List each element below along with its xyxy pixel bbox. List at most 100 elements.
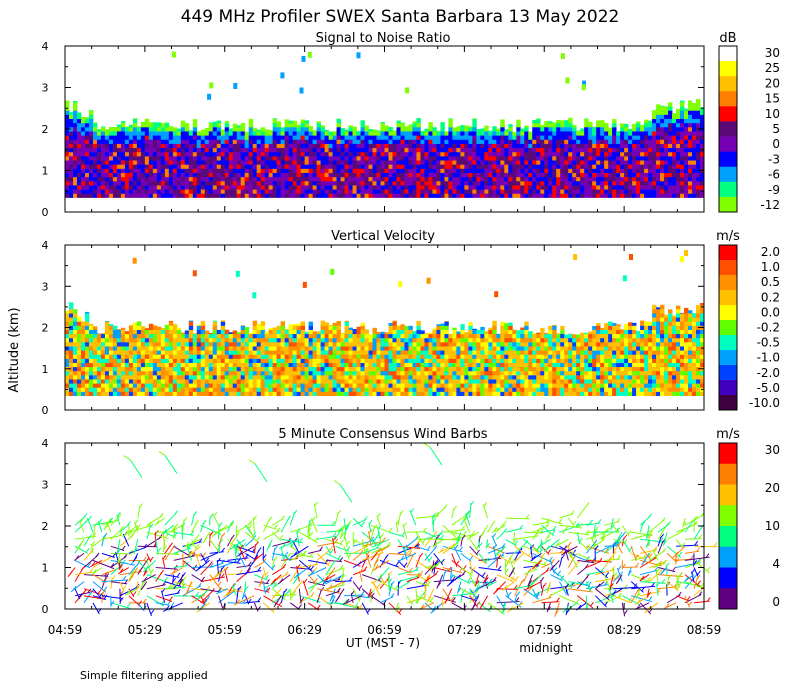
heatmap-cell [72, 383, 78, 388]
heatmap-cell [256, 168, 262, 173]
heatmap-cell [216, 151, 222, 157]
heatmap-cell [276, 354, 282, 359]
heatmap-cell [496, 147, 501, 153]
heatmap-cell [660, 122, 665, 128]
heatmap-cell [592, 147, 597, 153]
heatmap-cell [456, 180, 461, 186]
heatmap-cell [76, 131, 82, 136]
heatmap-cell [88, 155, 94, 161]
heatmap-cell [116, 333, 122, 339]
heatmap-cell [280, 383, 286, 388]
heatmap-cell [188, 131, 194, 136]
heatmap-cell [216, 172, 222, 178]
heatmap-cell [624, 168, 629, 173]
heatmap-cell [400, 358, 405, 363]
heatmap-cell [140, 387, 146, 392]
heatmap-cell [224, 155, 230, 161]
heatmap-cell [440, 323, 445, 326]
heatmap-cell [336, 126, 341, 132]
heatmap-cell [620, 189, 625, 194]
heatmap-cell [424, 135, 429, 140]
heatmap-cell [80, 358, 86, 363]
heatmap-cell [468, 354, 473, 359]
heatmap-cell [384, 391, 389, 396]
heatmap-cell [236, 391, 242, 396]
heatmap-cell [272, 139, 278, 144]
sparse-echo [307, 51, 312, 58]
heatmap-cell [65, 172, 70, 178]
heatmap-cell [600, 126, 605, 132]
heatmap-cell [248, 341, 254, 347]
heatmap-cell [292, 172, 298, 178]
heatmap-cell [328, 391, 333, 396]
heatmap-cell [212, 164, 218, 169]
heatmap-cell [164, 143, 170, 149]
heatmap-cell [128, 193, 134, 198]
heatmap-cell [628, 176, 633, 182]
heatmap-cell [684, 189, 689, 194]
heatmap-cell [404, 366, 409, 372]
heatmap-cell [244, 168, 250, 173]
heatmap-cell [440, 164, 445, 169]
heatmap-cell [456, 147, 461, 153]
heatmap-cell [172, 324, 178, 326]
heatmap-cell [580, 160, 585, 165]
heatmap-cell [280, 391, 286, 396]
heatmap-cell [204, 160, 210, 165]
heatmap-cell [136, 180, 142, 186]
heatmap-cell [84, 147, 90, 153]
heatmap-cell [648, 155, 653, 161]
heatmap-cell [460, 155, 465, 161]
heatmap-cell [96, 185, 102, 190]
heatmap-cell [348, 333, 353, 339]
heatmap-cell [636, 189, 641, 194]
heatmap-cell [668, 126, 673, 132]
heatmap-cell [644, 168, 649, 173]
heatmap-cell [404, 374, 409, 380]
heatmap-cell [652, 118, 657, 124]
heatmap-cell [408, 168, 413, 173]
heatmap-cell [228, 180, 234, 186]
heatmap-cell [184, 193, 190, 198]
heatmap-cell [208, 189, 214, 194]
heatmap-cell [152, 139, 158, 144]
heatmap-cell [216, 337, 222, 343]
heatmap-cell [168, 135, 174, 140]
heatmap-cell [304, 139, 310, 144]
heatmap-cell [368, 193, 373, 198]
heatmap-cell [152, 147, 158, 153]
heatmap-cell [468, 126, 473, 128]
y-tick-label: 0 [42, 206, 49, 219]
heatmap-cell [696, 172, 701, 178]
heatmap-cell [100, 160, 106, 165]
heatmap-cell [316, 366, 321, 372]
heatmap-cell [100, 164, 106, 169]
heatmap-cell [212, 350, 218, 355]
heatmap-cell [612, 164, 617, 169]
heatmap-cell [552, 168, 557, 173]
heatmap-cell [308, 126, 314, 132]
heatmap-cell [444, 358, 449, 363]
heatmap-cell [604, 189, 609, 194]
heatmap-cell [492, 320, 497, 322]
heatmap-cell [520, 128, 525, 132]
heatmap-cell [224, 333, 230, 339]
heatmap-cell [76, 325, 82, 330]
heatmap-cell [372, 391, 377, 396]
heatmap-cell [156, 189, 162, 194]
heatmap-cell [192, 341, 198, 347]
heatmap-cell [496, 164, 501, 169]
heatmap-cell [116, 143, 122, 149]
heatmap-cell [472, 350, 477, 355]
heatmap-cell [336, 143, 341, 149]
heatmap-cell [124, 354, 130, 359]
heatmap-cell [304, 350, 310, 355]
heatmap-cell [76, 193, 82, 198]
heatmap-cell [448, 139, 453, 144]
heatmap-cell [260, 362, 266, 368]
heatmap-cell [648, 147, 653, 153]
heatmap-cell [492, 337, 497, 343]
heatmap-cell [84, 387, 90, 392]
heatmap-cell [280, 321, 286, 326]
heatmap-cell [580, 131, 585, 136]
